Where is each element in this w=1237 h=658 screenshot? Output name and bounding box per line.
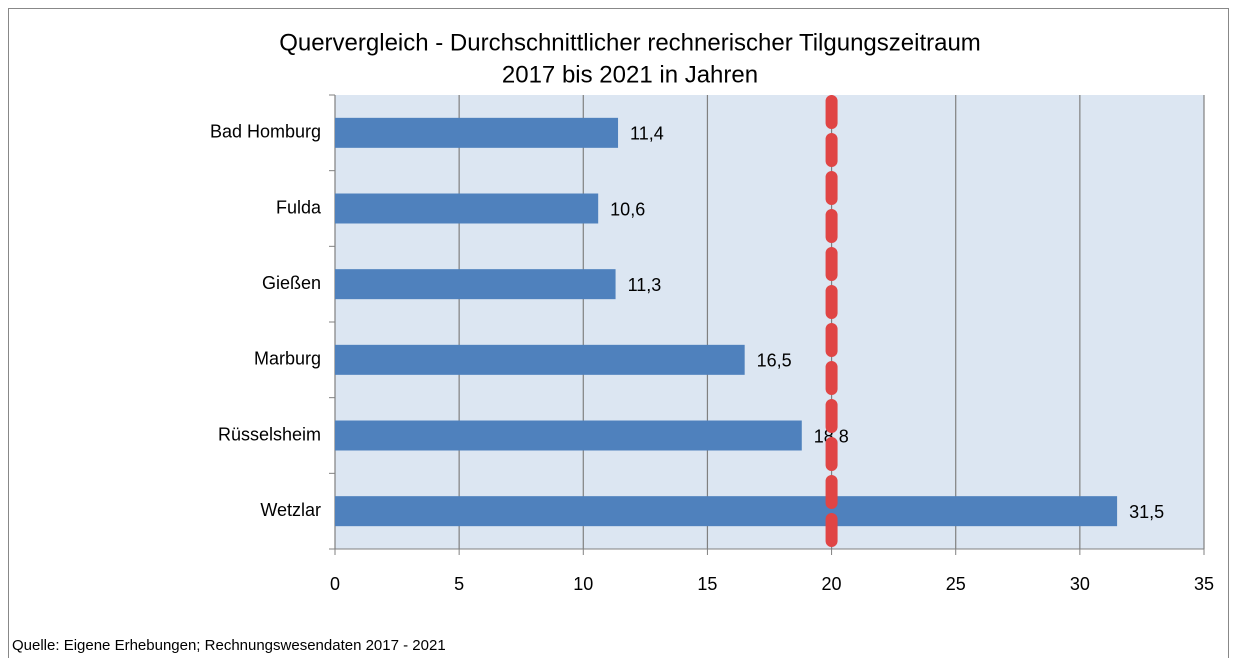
plot-area bbox=[335, 95, 1204, 549]
bar bbox=[335, 193, 599, 224]
bar bbox=[335, 496, 1118, 527]
x-tick-label: 25 bbox=[946, 574, 966, 594]
x-tick-label: 10 bbox=[573, 574, 593, 594]
y-tick-label: Rüsselsheim bbox=[218, 424, 321, 444]
data-label: 16,5 bbox=[757, 351, 792, 371]
data-label: 10,6 bbox=[610, 199, 645, 219]
x-tick-label: 35 bbox=[1194, 574, 1214, 594]
x-tick-label: 15 bbox=[697, 574, 717, 594]
bar bbox=[335, 344, 745, 375]
x-tick-label: 30 bbox=[1070, 574, 1090, 594]
bar bbox=[335, 269, 616, 300]
y-tick-label: Gießen bbox=[262, 273, 321, 293]
x-tick-label: 0 bbox=[330, 574, 340, 594]
x-tick-label: 5 bbox=[454, 574, 464, 594]
data-label: 11,3 bbox=[628, 275, 662, 295]
y-tick-label: Fulda bbox=[276, 197, 322, 217]
chart-title: 2017 bis 2021 in Jahren bbox=[502, 61, 758, 88]
data-label: 31,5 bbox=[1129, 502, 1164, 522]
data-label: 18,8 bbox=[814, 426, 849, 446]
bar bbox=[335, 420, 802, 451]
bar bbox=[335, 117, 619, 148]
data-label: 11,4 bbox=[630, 124, 664, 144]
x-tick-label: 20 bbox=[822, 574, 842, 594]
y-tick-label: Bad Homburg bbox=[210, 122, 321, 142]
source-note: Quelle: Eigene Erhebungen; Rechnungswese… bbox=[12, 637, 446, 654]
y-tick-label: Wetzlar bbox=[260, 500, 321, 520]
chart-title: Quervergleich - Durchschnittlicher rechn… bbox=[279, 29, 981, 56]
y-tick-label: Marburg bbox=[254, 349, 321, 369]
